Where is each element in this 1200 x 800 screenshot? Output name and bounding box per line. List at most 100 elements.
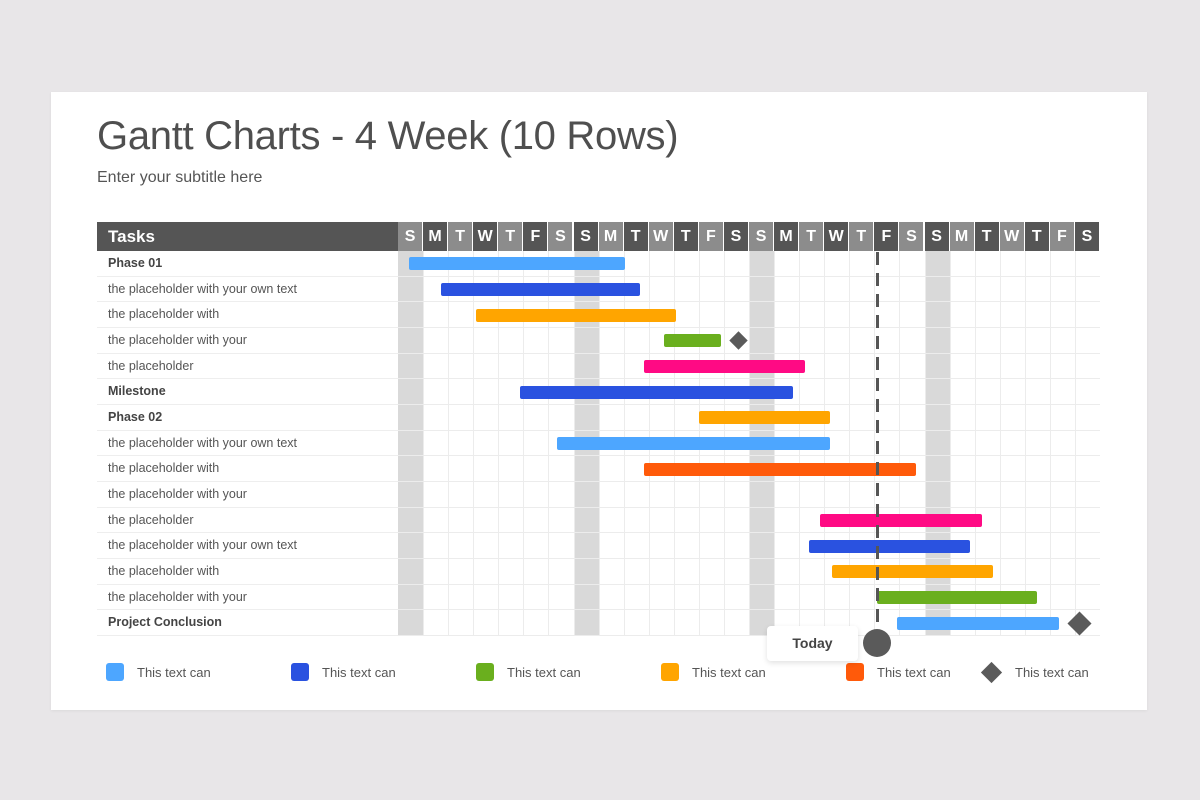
grid-vline	[924, 251, 926, 636]
day-header-12: F	[698, 222, 724, 251]
legend-swatch	[476, 663, 494, 681]
page-title: Gantt Charts - 4 Week (10 Rows)	[97, 114, 679, 158]
grid-hline	[398, 455, 1100, 457]
grid-vline	[849, 251, 851, 636]
task-bar[interactable]	[896, 616, 1059, 630]
day-header-7: S	[573, 222, 599, 251]
legend-swatch	[106, 663, 124, 681]
legend-label: This text can	[877, 664, 951, 680]
grid-hline	[398, 506, 1100, 508]
today-label: Today	[767, 626, 858, 661]
task-label: the placeholder with your	[97, 482, 398, 508]
day-header-11: T	[673, 222, 699, 251]
grid-vline	[448, 251, 450, 636]
grid-hline	[398, 275, 1100, 277]
task-label: the placeholder with	[97, 456, 398, 482]
today-marker-line	[876, 252, 879, 636]
legend-item: This text can	[476, 662, 581, 682]
day-header-14: S	[749, 222, 775, 251]
grid-vline	[548, 251, 550, 636]
day-header-21: S	[924, 222, 950, 251]
grid-hline	[398, 532, 1100, 534]
weekend-shade	[924, 251, 950, 636]
task-bar[interactable]	[663, 334, 722, 348]
grid-vline	[874, 251, 876, 636]
task-label: Phase 01	[97, 251, 398, 277]
day-header-2: T	[448, 222, 474, 251]
legend-label: This text can	[1015, 664, 1089, 680]
task-bar[interactable]	[831, 565, 994, 579]
task-bar[interactable]	[876, 591, 1038, 604]
day-header-4: T	[498, 222, 524, 251]
task-label: the placeholder with your	[97, 328, 398, 354]
day-header-10: W	[648, 222, 674, 251]
grid-vline	[949, 251, 951, 636]
legend-item: This text can	[980, 661, 1089, 683]
legend-swatch	[291, 663, 309, 681]
day-header-0: S	[398, 222, 424, 251]
day-header-17: W	[824, 222, 850, 251]
grid-vline	[899, 251, 901, 636]
day-header-26: F	[1049, 222, 1075, 251]
day-header-22: M	[949, 222, 975, 251]
day-header-15: M	[774, 222, 800, 251]
page-subtitle: Enter your subtitle here	[97, 169, 263, 186]
task-bar[interactable]	[809, 539, 970, 553]
legend-swatch	[846, 663, 864, 681]
today-marker-dot	[863, 629, 891, 657]
milestone-diamond-icon[interactable]	[729, 331, 749, 351]
task-label: the placeholder with your own text	[97, 277, 398, 303]
milestone-diamond-icon[interactable]	[1067, 611, 1092, 636]
grid-vline	[974, 251, 976, 636]
day-header-19: F	[874, 222, 900, 251]
grid-vline	[473, 251, 475, 636]
task-bar[interactable]	[519, 385, 793, 399]
grid-hline	[398, 378, 1100, 380]
timeline-grid	[398, 251, 1100, 636]
task-label: the placeholder with	[97, 559, 398, 585]
legend-item: This text can	[661, 662, 766, 682]
day-header-5: F	[523, 222, 549, 251]
grid-vline	[423, 251, 425, 636]
grid-hline	[398, 301, 1100, 303]
day-header-24: W	[999, 222, 1025, 251]
weekend-shade	[398, 251, 424, 636]
legend-item: This text can	[106, 662, 211, 682]
grid-vline	[523, 251, 525, 636]
grid-hline	[398, 352, 1100, 354]
task-bar[interactable]	[643, 360, 806, 373]
day-header-9: T	[623, 222, 649, 251]
day-header-27: S	[1074, 222, 1100, 251]
task-bar[interactable]	[698, 411, 831, 425]
grid-vline	[999, 251, 1001, 636]
task-bar[interactable]	[557, 437, 831, 450]
day-header-18: T	[849, 222, 875, 251]
day-header-20: S	[899, 222, 925, 251]
grid-hline	[398, 327, 1100, 328]
task-bar[interactable]	[643, 462, 916, 476]
day-header-1: M	[423, 222, 449, 251]
task-label: Phase 02	[97, 405, 398, 431]
grid-hline	[398, 583, 1100, 585]
task-label: the placeholder with your	[97, 585, 398, 611]
legend-swatch	[661, 663, 679, 681]
tasks-column-header: Tasks	[97, 222, 398, 251]
day-header-25: T	[1024, 222, 1050, 251]
task-bar[interactable]	[820, 514, 983, 527]
legend-item: This text can	[846, 662, 951, 682]
legend-label: This text can	[322, 664, 396, 680]
task-bar[interactable]	[475, 308, 677, 322]
task-label: Project Conclusion	[97, 610, 398, 636]
task-bar[interactable]	[440, 283, 640, 296]
day-header-3: W	[473, 222, 499, 251]
grid-vline	[1074, 251, 1076, 636]
task-label: the placeholder	[97, 354, 398, 380]
task-bar[interactable]	[409, 257, 625, 271]
legend-label: This text can	[507, 664, 581, 680]
day-header-16: T	[799, 222, 825, 251]
legend-label: This text can	[137, 664, 211, 680]
grid-vline	[1049, 251, 1051, 636]
grid-hline	[398, 558, 1100, 559]
grid-hline	[398, 609, 1100, 611]
